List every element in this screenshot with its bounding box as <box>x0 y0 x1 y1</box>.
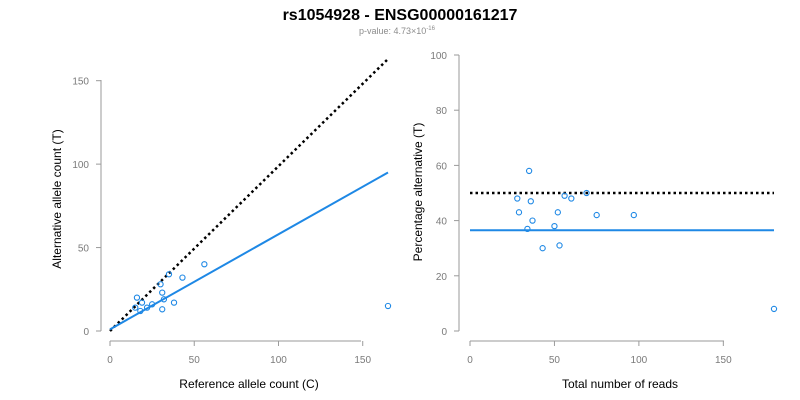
left-y-tick-label: 0 <box>83 327 89 338</box>
left-data-point <box>201 261 208 268</box>
left-x-tick-label: 100 <box>270 355 287 366</box>
left-fit-line <box>109 171 389 331</box>
right-x-tick-label: 100 <box>631 355 648 366</box>
right-x-tick-label: 0 <box>467 355 473 366</box>
left-x-tick-label: 50 <box>189 355 201 366</box>
left-data-point <box>138 299 146 306</box>
right-scatter-panel: Total number of reads Percentage alterna… <box>411 51 778 391</box>
left-data-point <box>159 289 166 296</box>
right-data-point <box>514 195 521 202</box>
right-data-point <box>583 189 590 197</box>
right-data-point <box>515 209 523 216</box>
left-y-axis-title: Alternative allele count (T) <box>50 129 64 268</box>
left-data-point <box>157 281 164 288</box>
right-y-tick-label: 0 <box>441 327 447 338</box>
right-data-point <box>568 195 575 202</box>
right-x-axis-title: Total number of reads <box>562 377 678 391</box>
right-data-point <box>554 209 561 216</box>
left-data-point <box>133 294 141 301</box>
left-data-point <box>159 306 166 313</box>
left-data-point <box>384 302 392 310</box>
left-data-point <box>170 299 178 306</box>
left-x-axis-title: Reference allele count (C) <box>179 377 318 391</box>
left-scatter-panel: Reference allele count (C) Alternative a… <box>50 58 392 391</box>
right-y-tick-label: 60 <box>436 161 448 172</box>
right-data-point <box>525 167 533 175</box>
left-y-tick-label: 150 <box>72 77 89 88</box>
left-data-point <box>165 271 173 278</box>
right-data-point <box>630 211 637 219</box>
p-value-prefix: p-value: 4.73×10 <box>359 26 426 36</box>
left-x-tick-label: 0 <box>107 355 113 366</box>
right-y-tick-label: 100 <box>430 51 447 62</box>
p-value-exponent: -16 <box>426 26 435 32</box>
chart-title: rs1054928 - ENSG00000161217 <box>283 7 518 24</box>
left-data-point <box>143 304 151 311</box>
left-reference-line <box>109 58 389 332</box>
left-data-point <box>137 307 144 315</box>
right-data-point <box>524 225 531 233</box>
right-data-point <box>556 242 563 249</box>
left-y-tick-label: 100 <box>72 160 89 171</box>
left-x-tick-label: 150 <box>354 355 371 366</box>
left-data-point <box>160 296 168 303</box>
right-data-point <box>770 305 778 313</box>
p-value-label: p-value: 4.73×10-16 <box>359 26 436 36</box>
left-data-point <box>179 274 186 281</box>
right-y-tick-label: 40 <box>436 217 448 228</box>
right-y-axis-title: Percentage alternative (T) <box>411 123 425 262</box>
right-data-point <box>561 192 568 199</box>
right-data-point <box>529 217 536 224</box>
right-y-tick-label: 20 <box>436 272 448 283</box>
right-data-point <box>539 245 546 252</box>
right-y-tick-label: 80 <box>436 106 448 117</box>
right-data-point <box>527 198 534 205</box>
right-x-tick-label: 150 <box>715 355 732 366</box>
left-data-point <box>148 301 156 308</box>
right-x-tick-label: 50 <box>549 355 561 366</box>
left-data-point <box>132 304 139 311</box>
left-y-tick-label: 50 <box>78 244 90 255</box>
right-data-point <box>551 222 558 230</box>
right-data-point <box>593 211 600 219</box>
